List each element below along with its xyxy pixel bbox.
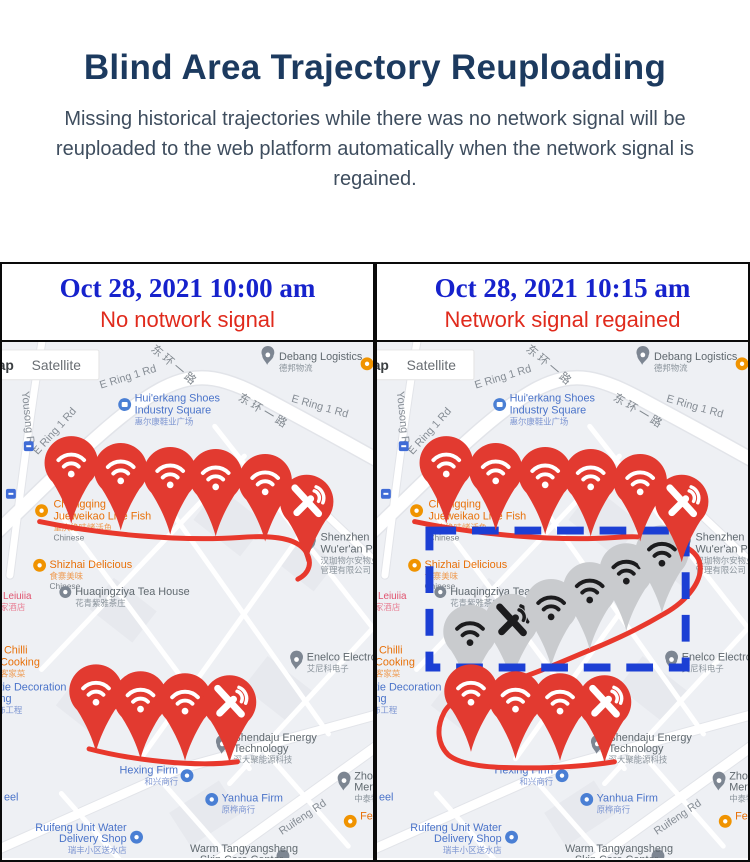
trajectory-bottom-left bbox=[86, 746, 240, 767]
status-label: No notwork signal bbox=[100, 307, 275, 332]
panel-no-signal-header: Oct 28, 2021 10:00 am No notwork signal bbox=[2, 264, 373, 342]
timestamp: Oct 28, 2021 10:15 am bbox=[434, 273, 691, 303]
trajectory-top-left bbox=[37, 519, 312, 582]
status-label: Network signal regained bbox=[444, 307, 681, 332]
trajectory-reuploaded-loop bbox=[412, 519, 703, 771]
map-no-signal[interactable] bbox=[2, 342, 373, 858]
panel-signal-regained-header: Oct 28, 2021 10:15 am Network signal reg… bbox=[377, 264, 748, 342]
map-signal-regained[interactable] bbox=[377, 342, 748, 858]
panel-signal-regained: Oct 28, 2021 10:15 am Network signal reg… bbox=[375, 262, 750, 862]
page-title: Blind Area Trajectory Reuploading bbox=[83, 48, 667, 87]
map-canvas-left[interactable] bbox=[2, 342, 373, 858]
timestamp: Oct 28, 2021 10:00 am bbox=[59, 273, 316, 303]
page-header: Blind Area Trajectory Reuploading Missin… bbox=[0, 0, 750, 262]
panel-no-signal: Oct 28, 2021 10:00 am No notwork signal bbox=[0, 262, 375, 862]
map-canvas-right[interactable] bbox=[377, 342, 748, 858]
blind-area-dashed-box bbox=[425, 526, 690, 672]
comparison-panels: Oct 28, 2021 10:00 am No notwork signal … bbox=[0, 262, 750, 862]
page-subtitle: Missing historical trajectories while th… bbox=[55, 108, 695, 190]
